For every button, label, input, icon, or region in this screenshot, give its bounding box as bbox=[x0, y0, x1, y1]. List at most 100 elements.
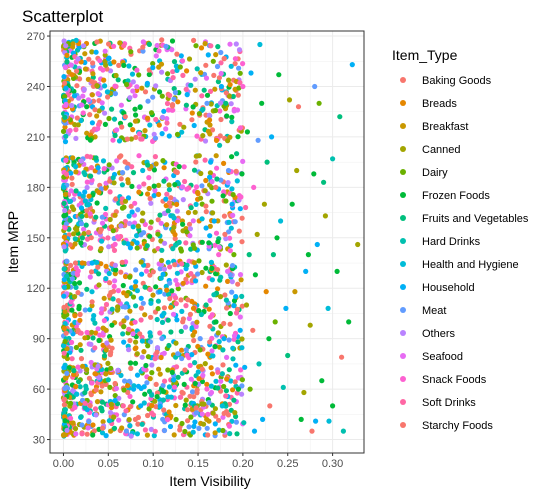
data-point bbox=[140, 210, 146, 216]
data-point bbox=[84, 329, 90, 336]
data-point bbox=[179, 389, 185, 395]
data-point bbox=[183, 276, 189, 282]
data-point bbox=[122, 218, 128, 225]
data-point bbox=[73, 169, 79, 175]
data-point bbox=[82, 189, 88, 195]
data-point bbox=[145, 262, 151, 268]
data-point bbox=[189, 117, 195, 123]
data-point bbox=[165, 317, 171, 323]
data-point bbox=[227, 41, 233, 47]
data-point bbox=[208, 365, 214, 371]
data-point bbox=[174, 67, 180, 73]
data-point bbox=[207, 233, 213, 239]
data-point bbox=[141, 400, 147, 406]
data-point bbox=[96, 189, 102, 195]
data-point bbox=[152, 135, 159, 141]
data-point bbox=[61, 266, 67, 272]
data-point bbox=[340, 428, 346, 434]
data-point bbox=[221, 383, 227, 390]
data-point bbox=[64, 370, 70, 376]
data-point bbox=[156, 182, 162, 188]
data-point bbox=[210, 58, 216, 64]
data-point bbox=[174, 51, 180, 57]
data-point bbox=[192, 76, 198, 82]
data-point bbox=[166, 133, 172, 139]
data-point bbox=[193, 159, 199, 165]
data-point bbox=[84, 184, 90, 191]
data-point bbox=[159, 69, 165, 75]
data-point bbox=[183, 347, 189, 353]
data-point bbox=[173, 340, 179, 346]
data-point bbox=[216, 244, 223, 250]
data-point bbox=[192, 87, 198, 93]
data-point bbox=[130, 170, 137, 176]
data-point bbox=[106, 41, 112, 47]
data-point bbox=[148, 110, 155, 116]
data-point bbox=[158, 220, 164, 226]
data-point bbox=[202, 41, 208, 47]
data-point bbox=[251, 428, 258, 434]
data-point bbox=[154, 345, 161, 351]
legend-item: Health and Hygiene bbox=[400, 259, 519, 271]
data-point bbox=[175, 351, 181, 357]
data-point bbox=[63, 85, 69, 91]
data-point bbox=[252, 272, 258, 278]
data-point bbox=[283, 305, 289, 311]
data-point bbox=[198, 70, 204, 76]
data-point bbox=[178, 297, 184, 303]
data-point bbox=[206, 112, 212, 118]
data-point bbox=[166, 291, 172, 297]
data-point bbox=[82, 390, 88, 396]
data-point bbox=[230, 356, 236, 362]
data-point bbox=[188, 414, 194, 420]
legend-swatch bbox=[400, 284, 406, 290]
data-point bbox=[102, 185, 108, 191]
data-point bbox=[128, 203, 134, 209]
data-point bbox=[89, 329, 95, 335]
x-axis-label: Item Visibility bbox=[169, 473, 250, 489]
data-point bbox=[137, 104, 143, 110]
legend-swatch bbox=[400, 307, 406, 313]
data-point bbox=[191, 423, 197, 429]
data-point bbox=[147, 196, 153, 202]
data-point bbox=[130, 399, 136, 405]
data-point bbox=[223, 297, 229, 303]
data-point bbox=[112, 393, 118, 399]
data-point bbox=[174, 169, 180, 176]
data-point bbox=[121, 62, 127, 68]
data-point bbox=[150, 65, 156, 71]
data-point bbox=[222, 292, 228, 298]
data-point bbox=[220, 347, 226, 353]
data-point bbox=[134, 351, 140, 357]
data-point bbox=[232, 379, 238, 385]
data-point bbox=[197, 336, 203, 342]
data-point bbox=[106, 418, 112, 424]
data-point bbox=[229, 418, 235, 424]
data-point bbox=[133, 339, 139, 345]
data-point bbox=[179, 355, 185, 362]
data-point bbox=[238, 277, 244, 283]
data-point bbox=[89, 177, 95, 183]
data-point bbox=[292, 289, 298, 295]
data-point bbox=[199, 401, 205, 407]
data-point bbox=[166, 187, 172, 193]
data-point bbox=[72, 404, 78, 410]
data-point bbox=[69, 102, 75, 109]
data-point bbox=[119, 170, 126, 176]
data-point bbox=[64, 59, 70, 65]
data-point bbox=[215, 385, 221, 391]
data-point bbox=[322, 213, 328, 219]
data-point bbox=[215, 79, 221, 85]
data-point bbox=[127, 274, 133, 280]
data-point bbox=[132, 360, 139, 366]
data-point bbox=[152, 154, 158, 160]
data-point bbox=[179, 347, 185, 353]
legend-label: Canned bbox=[422, 144, 461, 156]
data-point bbox=[237, 272, 244, 278]
data-point bbox=[180, 221, 186, 227]
y-tick-label: 120 bbox=[27, 283, 45, 295]
data-point bbox=[103, 433, 109, 439]
data-point bbox=[305, 252, 311, 258]
legend-item: Others bbox=[400, 328, 456, 340]
data-point bbox=[222, 231, 228, 237]
